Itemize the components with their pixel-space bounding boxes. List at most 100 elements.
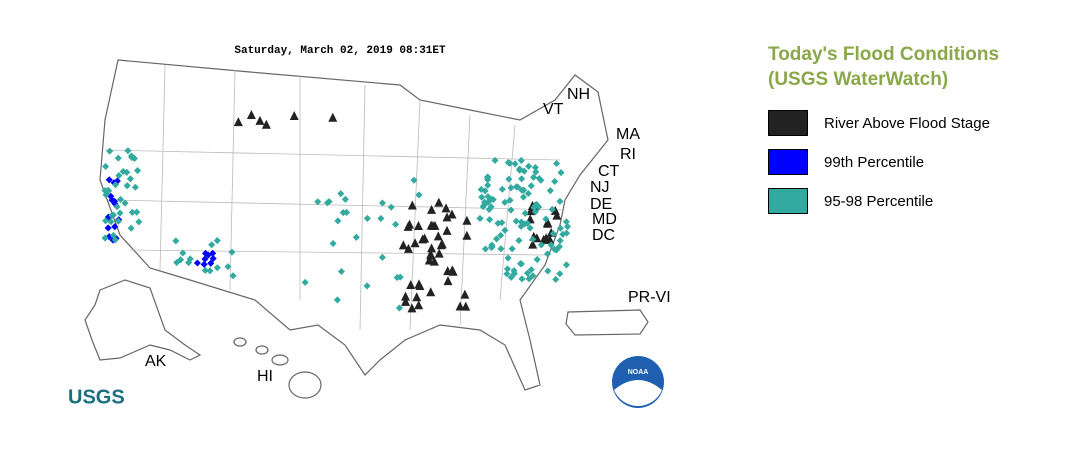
above-normal-site xyxy=(488,241,496,249)
above-normal-site xyxy=(549,230,557,238)
above-normal-site xyxy=(102,162,110,170)
above-normal-site xyxy=(387,203,395,211)
flood-site xyxy=(412,292,422,302)
above-normal-site xyxy=(396,273,404,281)
above-normal-site xyxy=(208,241,216,249)
state-label: MD xyxy=(592,211,617,228)
flood-site xyxy=(526,206,536,216)
above-normal-site xyxy=(527,182,535,190)
flood-site xyxy=(550,205,560,215)
state-label: RI xyxy=(620,146,636,163)
above-normal-site xyxy=(523,269,532,277)
legend-swatch xyxy=(768,110,808,136)
above-normal-site xyxy=(503,265,512,273)
usgs-logo: USGS xyxy=(68,386,125,408)
above-normal-site xyxy=(325,198,333,206)
above-normal-site xyxy=(521,209,529,217)
above-normal-site xyxy=(511,160,519,168)
flood-site xyxy=(410,238,420,248)
above-normal-site xyxy=(201,266,209,274)
flood-site xyxy=(255,115,265,125)
flood-site xyxy=(261,119,271,129)
above-normal-site xyxy=(517,260,525,268)
above-normal-site xyxy=(486,195,494,203)
above-normal-site xyxy=(546,187,554,195)
above-normal-site xyxy=(476,214,484,222)
flood-site xyxy=(403,243,413,253)
flood-site xyxy=(462,230,472,240)
above-normal-site xyxy=(301,278,309,286)
above-normal-site xyxy=(503,270,511,278)
above-normal-site xyxy=(173,259,181,267)
above-normal-site xyxy=(481,187,489,195)
above-normal-site xyxy=(213,264,221,272)
flood-site xyxy=(289,111,299,121)
above-normal-site xyxy=(505,175,513,183)
above-normal-site xyxy=(339,209,347,217)
above-normal-site xyxy=(507,273,515,281)
high-flow-site xyxy=(104,224,112,232)
state-label: MA xyxy=(616,126,640,143)
flood-site xyxy=(427,243,437,253)
flood-site xyxy=(426,287,436,297)
above-normal-site xyxy=(556,197,564,205)
flood-site xyxy=(433,231,443,241)
flood-site xyxy=(442,225,452,235)
high-flow-site xyxy=(207,259,215,267)
above-normal-site xyxy=(510,267,518,275)
alaska-outline xyxy=(84,279,202,361)
flood-site xyxy=(447,209,457,219)
above-normal-site xyxy=(537,241,545,249)
flood-site xyxy=(427,204,437,214)
legend-title-line: Today's Flood Conditions xyxy=(768,44,1000,65)
state-label: NH xyxy=(567,86,590,103)
legend-items: River Above Flood Stage 99th Percentile 95… xyxy=(768,110,1058,214)
above-normal-site xyxy=(506,196,514,204)
high-flow-site xyxy=(209,255,217,263)
above-normal-site xyxy=(107,218,115,226)
above-normal-site xyxy=(337,190,345,198)
above-normal-site xyxy=(552,246,560,254)
state-label: CT xyxy=(598,163,620,180)
above-normal-site xyxy=(533,256,541,264)
legend: Today's Flood Conditions (USGS WaterWatch… xyxy=(768,42,1058,227)
above-normal-site xyxy=(123,182,131,190)
flood-site xyxy=(407,200,417,210)
flood-site xyxy=(437,239,447,249)
above-normal-site xyxy=(314,198,322,206)
above-normal-site xyxy=(512,217,520,225)
flood-site xyxy=(413,221,423,231)
above-normal-site xyxy=(501,226,509,234)
above-normal-site xyxy=(557,169,565,177)
above-normal-site xyxy=(542,215,550,223)
flood-site xyxy=(441,203,451,213)
above-normal-site xyxy=(533,200,541,209)
site-markers xyxy=(101,110,572,313)
above-normal-site xyxy=(547,241,555,249)
above-normal-site xyxy=(478,193,486,201)
flood-site xyxy=(246,110,256,120)
flood-site xyxy=(434,248,444,258)
above-normal-site xyxy=(410,176,418,184)
above-normal-site xyxy=(206,267,214,275)
high-flow-site xyxy=(201,255,209,263)
above-normal-site xyxy=(563,229,571,237)
above-normal-site xyxy=(504,254,512,262)
above-normal-site xyxy=(551,177,559,185)
above-normal-site xyxy=(352,233,360,241)
above-normal-site xyxy=(341,195,349,203)
above-normal-site xyxy=(124,147,132,155)
above-normal-site xyxy=(486,216,494,224)
above-normal-site xyxy=(497,231,505,239)
above-normal-site xyxy=(553,159,561,168)
above-normal-site xyxy=(564,223,572,231)
above-normal-site xyxy=(507,206,515,214)
above-normal-site xyxy=(378,199,387,207)
flood-site xyxy=(462,215,472,225)
noaa-logo-wave xyxy=(614,380,662,407)
above-normal-site xyxy=(333,296,341,304)
above-normal-site xyxy=(493,235,501,243)
above-normal-site xyxy=(337,267,345,276)
above-normal-site xyxy=(544,267,552,275)
